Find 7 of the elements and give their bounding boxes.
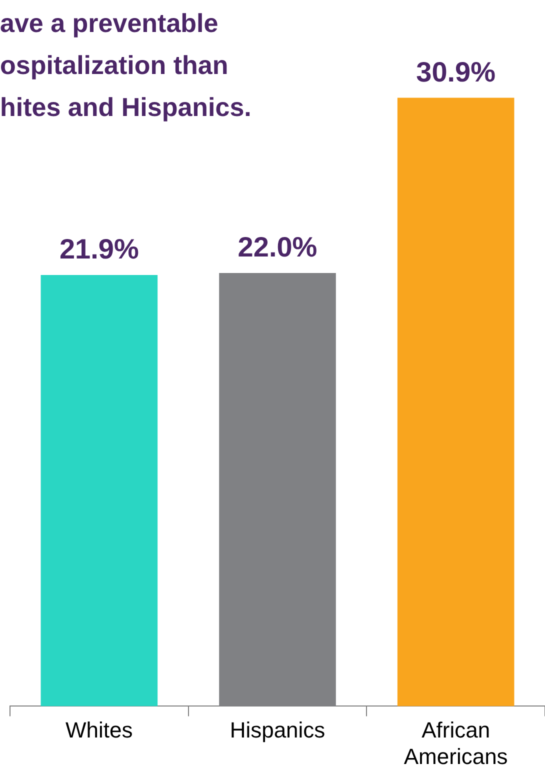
chart-title: ave a preventable ospitalization than hites and Hispanics. — [0, 7, 252, 124]
data-label: 22.0% — [238, 232, 318, 263]
x-tick-label: African Americans — [404, 717, 508, 769]
data-label: 21.9% — [59, 234, 139, 265]
data-label: 30.9% — [416, 56, 496, 88]
x-tick-label: Hispanics — [230, 717, 326, 742]
x-tick-label: Whites — [66, 717, 133, 742]
